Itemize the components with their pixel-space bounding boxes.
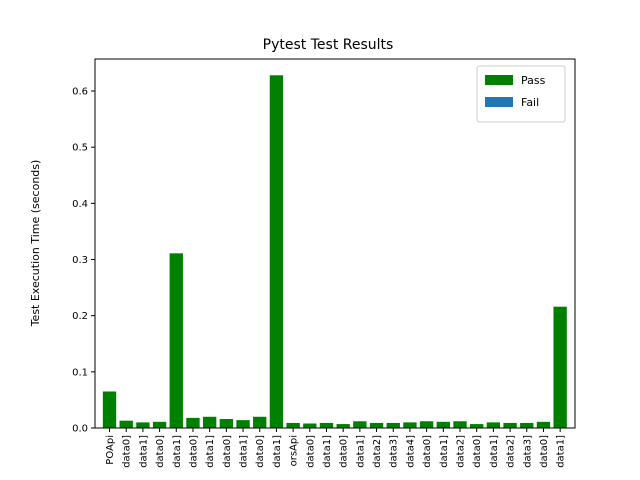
x-tick-label: data1]	[556, 435, 567, 468]
bar	[303, 423, 317, 428]
bar	[286, 422, 300, 428]
bar	[152, 421, 167, 428]
bar	[520, 422, 534, 428]
x-tick-label: data2]	[372, 435, 383, 468]
x-tick-label: data0]	[539, 435, 550, 468]
x-tick-label: data1]	[355, 435, 366, 468]
x-tick-label: data1]	[322, 435, 333, 468]
bar	[336, 424, 350, 428]
bar	[219, 419, 234, 428]
y-tick-label: 0.4	[72, 199, 88, 210]
x-tick-label: data1]	[272, 435, 283, 468]
bar	[486, 422, 501, 428]
bar	[503, 422, 517, 428]
x-tick-label: data0]	[222, 435, 233, 468]
y-axis-label: Test Execution Time (seconds)	[29, 160, 42, 328]
x-tick-label: data2]	[506, 435, 517, 468]
x-tick-label: data0]	[188, 435, 199, 468]
x-tick-label: data3]	[389, 435, 400, 468]
x-tick-label: data0]	[422, 435, 433, 468]
x-tick-label: data0]	[155, 435, 166, 468]
x-tick-label: POApi	[105, 435, 116, 465]
bar	[202, 416, 217, 428]
x-tick-label: data1]	[138, 435, 149, 468]
bar	[436, 421, 450, 428]
y-tick-label: 0.0	[72, 424, 88, 435]
x-tick-label: data0]	[305, 435, 316, 468]
x-tick-label: data3]	[522, 435, 533, 468]
bar	[453, 421, 467, 428]
bar	[236, 420, 250, 428]
y-tick-label: 0.3	[72, 255, 88, 266]
bar	[369, 422, 384, 428]
bar	[419, 421, 434, 428]
bar	[186, 417, 200, 428]
legend-swatch	[485, 97, 513, 107]
bar	[119, 420, 133, 428]
chart-title: Pytest Test Results	[263, 37, 394, 53]
bar	[470, 424, 484, 428]
legend-swatch	[485, 75, 513, 85]
x-tick-label: data0]	[122, 435, 133, 468]
x-tick-label: data4]	[405, 435, 416, 468]
y-tick-label: 0.5	[72, 143, 88, 154]
legend-label: Pass	[521, 74, 546, 87]
bar	[386, 422, 400, 428]
legend-label: Fail	[521, 96, 539, 109]
plot-frame	[94, 58, 576, 429]
bar	[403, 422, 417, 428]
bar	[553, 306, 567, 428]
bar	[253, 416, 267, 428]
y-tick-label: 0.1	[72, 367, 88, 378]
x-tick-label: data0]	[472, 435, 483, 468]
x-tick-label: data1]	[172, 435, 183, 468]
bar	[136, 422, 150, 428]
x-tick-label: data0]	[255, 435, 266, 468]
x-tick-label: data0]	[339, 435, 350, 468]
bar	[536, 421, 551, 428]
x-tick-label: orsApi	[289, 435, 300, 466]
bar	[269, 75, 284, 429]
bar	[102, 391, 117, 428]
x-tick-label: data1]	[239, 435, 250, 468]
y-tick-label: 0.2	[72, 311, 88, 322]
x-tick-label: data1]	[205, 435, 216, 468]
x-tick-label: data2]	[456, 435, 467, 468]
bar	[353, 421, 367, 428]
bar	[169, 253, 183, 428]
bar	[319, 422, 334, 428]
y-tick-label: 0.6	[72, 87, 88, 98]
x-tick-label: data1]	[489, 435, 500, 468]
x-tick-label: data1]	[439, 435, 450, 468]
